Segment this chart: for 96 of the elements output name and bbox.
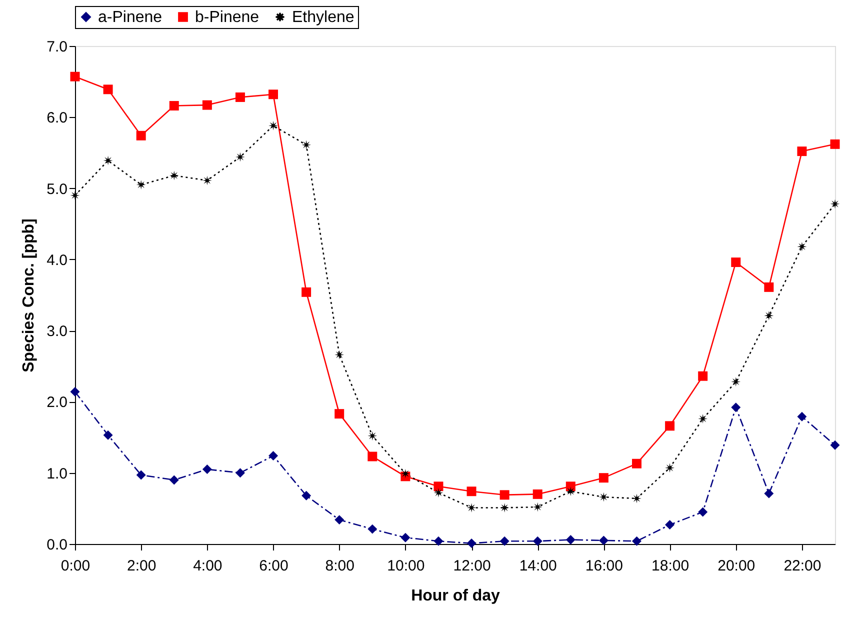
point bbox=[532, 502, 542, 512]
x-axis-title: Hour of day bbox=[411, 588, 500, 604]
point bbox=[466, 538, 476, 548]
x-tick-label: 20:00 bbox=[718, 558, 756, 574]
point bbox=[566, 486, 576, 496]
point bbox=[136, 470, 146, 480]
y-tick-label: 4.0 bbox=[46, 252, 68, 269]
y-axis-title: Species Conc. [ppb] bbox=[20, 218, 38, 372]
x-tick-label: 12:00 bbox=[453, 558, 491, 574]
point bbox=[665, 421, 675, 431]
x-tick-label: 0:00 bbox=[60, 558, 90, 574]
point bbox=[500, 490, 510, 500]
point bbox=[103, 156, 113, 166]
x-tick-label: 4:00 bbox=[193, 558, 222, 574]
point bbox=[202, 176, 212, 186]
point bbox=[434, 482, 444, 492]
point bbox=[500, 536, 510, 546]
point bbox=[235, 468, 245, 478]
point bbox=[334, 515, 344, 525]
point bbox=[632, 494, 642, 504]
y-tick-label: 7.0 bbox=[46, 38, 68, 56]
x-tick-label: 18:00 bbox=[652, 558, 690, 574]
x-tick-label: 8:00 bbox=[325, 558, 354, 574]
point bbox=[698, 371, 708, 381]
x-tick-label: 14:00 bbox=[519, 558, 557, 574]
point bbox=[235, 152, 245, 162]
x-tick-label: 2:00 bbox=[126, 558, 156, 574]
point bbox=[202, 100, 212, 110]
point bbox=[698, 414, 708, 424]
point bbox=[400, 468, 410, 478]
point bbox=[731, 377, 741, 387]
point bbox=[302, 287, 312, 297]
point bbox=[103, 430, 113, 440]
point bbox=[598, 536, 608, 546]
point bbox=[566, 534, 576, 544]
legend-label: b-Pinene bbox=[195, 9, 260, 26]
point bbox=[797, 242, 807, 252]
point bbox=[368, 431, 378, 441]
point bbox=[764, 488, 774, 498]
point bbox=[136, 180, 146, 190]
point bbox=[466, 486, 476, 496]
point bbox=[632, 458, 642, 468]
point bbox=[797, 146, 807, 156]
point bbox=[268, 120, 278, 130]
point bbox=[136, 130, 146, 140]
point bbox=[731, 402, 741, 412]
point bbox=[830, 440, 840, 450]
y-tick-label: 3.0 bbox=[46, 323, 68, 340]
point bbox=[500, 502, 510, 512]
point bbox=[70, 190, 80, 200]
y-tick-label: 5.0 bbox=[46, 180, 68, 198]
x-tick-label: 10:00 bbox=[387, 558, 425, 574]
y-tick-label: 0.0 bbox=[46, 536, 68, 554]
point bbox=[169, 101, 179, 111]
x-tick-label: 22:00 bbox=[784, 558, 822, 574]
point bbox=[169, 170, 179, 180]
point bbox=[368, 452, 378, 462]
point bbox=[202, 464, 212, 474]
legend-label: a-Pinene bbox=[98, 9, 162, 26]
point bbox=[434, 488, 444, 498]
point bbox=[598, 492, 608, 502]
point bbox=[334, 350, 344, 360]
point bbox=[830, 139, 840, 149]
point bbox=[302, 490, 312, 500]
point bbox=[797, 412, 807, 422]
point bbox=[268, 90, 278, 100]
point bbox=[70, 72, 80, 82]
point bbox=[466, 502, 476, 512]
y-tick-label: 2.0 bbox=[46, 394, 68, 412]
point bbox=[532, 536, 542, 546]
x-tick-label: 16:00 bbox=[585, 558, 623, 574]
point bbox=[368, 524, 378, 534]
point bbox=[830, 199, 840, 209]
point bbox=[698, 507, 708, 517]
point bbox=[268, 451, 278, 461]
point bbox=[764, 282, 774, 292]
point bbox=[731, 258, 741, 268]
point bbox=[598, 473, 608, 483]
point bbox=[665, 463, 675, 473]
point bbox=[665, 520, 675, 530]
point bbox=[70, 387, 80, 396]
y-tick-label: 1.0 bbox=[46, 465, 68, 482]
point bbox=[566, 482, 576, 492]
point bbox=[235, 92, 245, 102]
point bbox=[764, 310, 774, 320]
point bbox=[334, 409, 344, 419]
legend-label: Ethylene bbox=[292, 9, 354, 26]
point bbox=[400, 532, 410, 542]
point bbox=[632, 536, 642, 546]
point bbox=[434, 536, 444, 546]
point bbox=[532, 489, 542, 499]
point bbox=[103, 84, 113, 94]
x-tick-label: 6:00 bbox=[259, 558, 288, 574]
y-tick-label: 6.0 bbox=[46, 110, 68, 127]
point bbox=[302, 140, 312, 150]
point bbox=[169, 475, 179, 485]
